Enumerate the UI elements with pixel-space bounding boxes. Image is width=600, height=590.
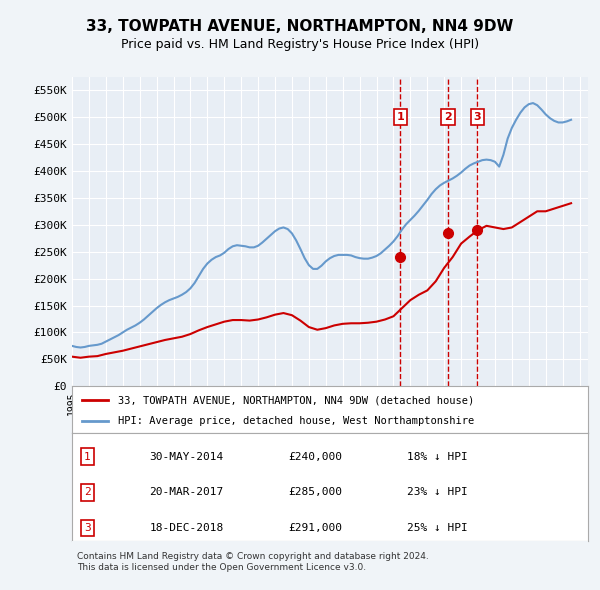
Text: 18% ↓ HPI: 18% ↓ HPI <box>407 451 468 461</box>
Text: HPI: Average price, detached house, West Northamptonshire: HPI: Average price, detached house, West… <box>118 416 475 426</box>
Text: 2: 2 <box>84 487 91 497</box>
Text: 30-MAY-2014: 30-MAY-2014 <box>149 451 224 461</box>
Text: 1: 1 <box>397 112 404 122</box>
Text: 33, TOWPATH AVENUE, NORTHAMPTON, NN4 9DW (detached house): 33, TOWPATH AVENUE, NORTHAMPTON, NN4 9DW… <box>118 395 475 405</box>
Text: 20-MAR-2017: 20-MAR-2017 <box>149 487 224 497</box>
Text: 3: 3 <box>473 112 481 122</box>
Text: 3: 3 <box>84 523 91 533</box>
Text: 23% ↓ HPI: 23% ↓ HPI <box>407 487 468 497</box>
Text: 25% ↓ HPI: 25% ↓ HPI <box>407 523 468 533</box>
Text: 33, TOWPATH AVENUE, NORTHAMPTON, NN4 9DW: 33, TOWPATH AVENUE, NORTHAMPTON, NN4 9DW <box>86 19 514 34</box>
Text: 1: 1 <box>84 451 91 461</box>
Text: Price paid vs. HM Land Registry's House Price Index (HPI): Price paid vs. HM Land Registry's House … <box>121 38 479 51</box>
Text: 18-DEC-2018: 18-DEC-2018 <box>149 523 224 533</box>
Text: £240,000: £240,000 <box>289 451 343 461</box>
Text: 2: 2 <box>444 112 452 122</box>
Text: £285,000: £285,000 <box>289 487 343 497</box>
Text: Contains HM Land Registry data © Crown copyright and database right 2024.
This d: Contains HM Land Registry data © Crown c… <box>77 552 429 572</box>
Text: £291,000: £291,000 <box>289 523 343 533</box>
